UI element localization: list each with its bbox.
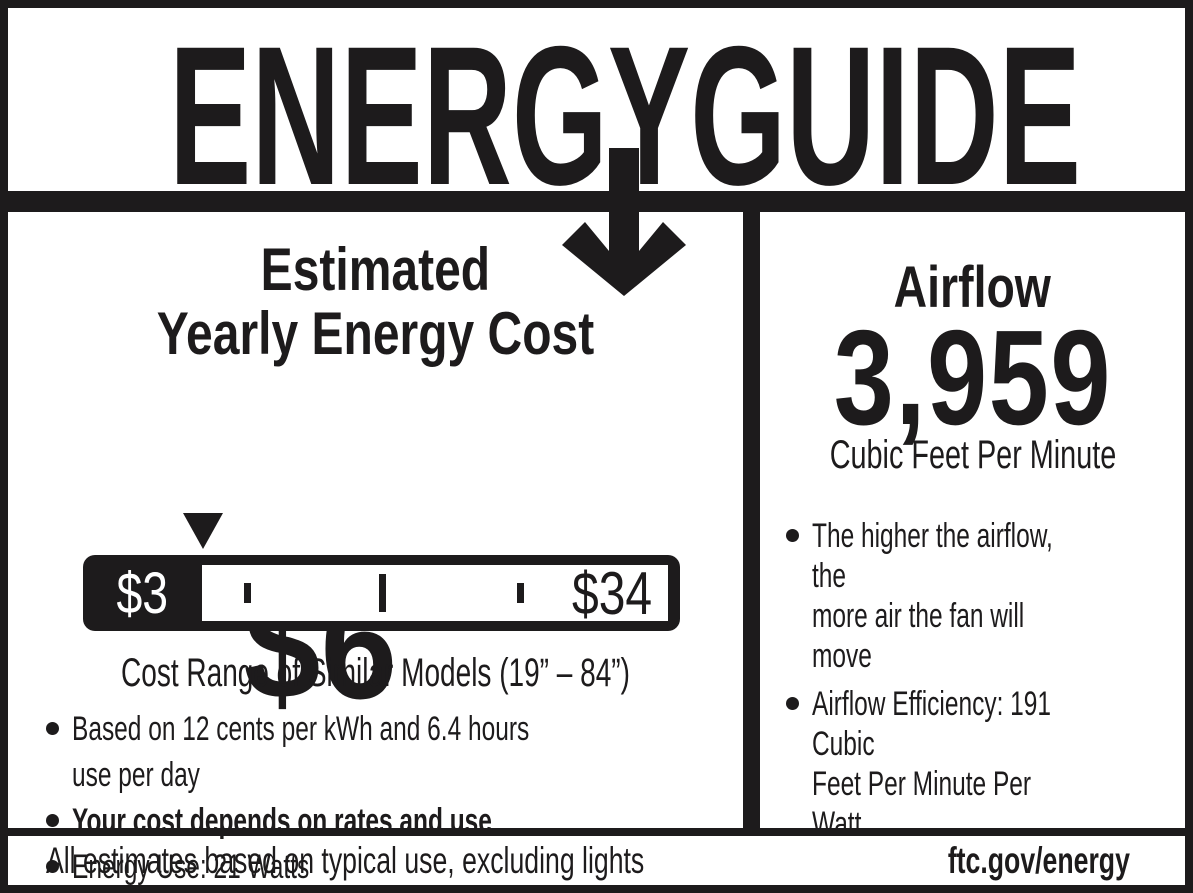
right-panel: Airflow 3,959 Cubic Feet Per Minute The …: [760, 212, 1185, 843]
footer-bar: All estimates based on typical use, excl…: [8, 836, 1185, 885]
list-item: Airflow Efficiency: 191 Cubic Feet Per M…: [786, 684, 1175, 844]
bullet-icon: [46, 722, 59, 735]
tick-icon: [379, 574, 386, 612]
bullet-text: Based on 12 cents per kWh and 6.4 hours …: [72, 710, 530, 794]
title-line-2: Yearly Energy Cost: [156, 300, 595, 367]
left-bullet-list: Based on 12 cents per kWh and 6.4 hours …: [46, 706, 733, 886]
cost-range-bar: $3 $34: [83, 555, 680, 631]
cost-range-min-label: $3: [116, 560, 169, 626]
footer-divider: [8, 828, 1185, 836]
cost-range-max-label: $34: [571, 559, 652, 627]
cost-marker-icon: [183, 513, 223, 549]
bullet-icon: [786, 529, 799, 542]
list-item: Based on 12 cents per kWh and 6.4 hours …: [46, 706, 733, 798]
airflow-value: 3,959: [833, 302, 1112, 453]
airflow-title: Airflow: [893, 255, 1052, 320]
tick-icon: [517, 583, 524, 603]
estimated-yearly-cost-title: Estimated Yearly Energy Cost: [8, 238, 743, 366]
panel-divider: [743, 212, 760, 828]
bullet-icon: [786, 697, 799, 710]
ftc-url: ftc.gov/energy: [947, 839, 1130, 881]
right-bullet-list: The higher the airflow, the more air the…: [786, 516, 1175, 852]
bullet-text: Airflow Efficiency: 191 Cubic Feet Per M…: [812, 685, 1052, 843]
bullet-icon: [46, 814, 59, 827]
airflow-unit: Cubic Feet Per Minute: [829, 433, 1116, 477]
title-line-1: Estimated: [260, 236, 491, 303]
list-item: Energy Use: 21 Watts: [46, 844, 733, 886]
cost-range-track: $34: [202, 559, 668, 627]
bullet-text: Energy Use: 21 Watts: [72, 848, 310, 886]
list-item: The higher the airflow, the more air the…: [786, 516, 1175, 676]
tick-icon: [244, 583, 251, 603]
down-arrow-icon: [562, 148, 686, 296]
cost-range-caption: Cost Range of Similar Models (19” – 84”): [121, 651, 630, 695]
left-panel: Estimated Yearly Energy Cost $6 $3 $34 C…: [8, 212, 743, 885]
bullet-icon: [46, 860, 59, 873]
footer-note: All estimates based on typical use, excl…: [46, 839, 645, 881]
bullet-text: The higher the airflow, the more air the…: [812, 517, 1053, 675]
header-divider-band: [8, 191, 1185, 212]
